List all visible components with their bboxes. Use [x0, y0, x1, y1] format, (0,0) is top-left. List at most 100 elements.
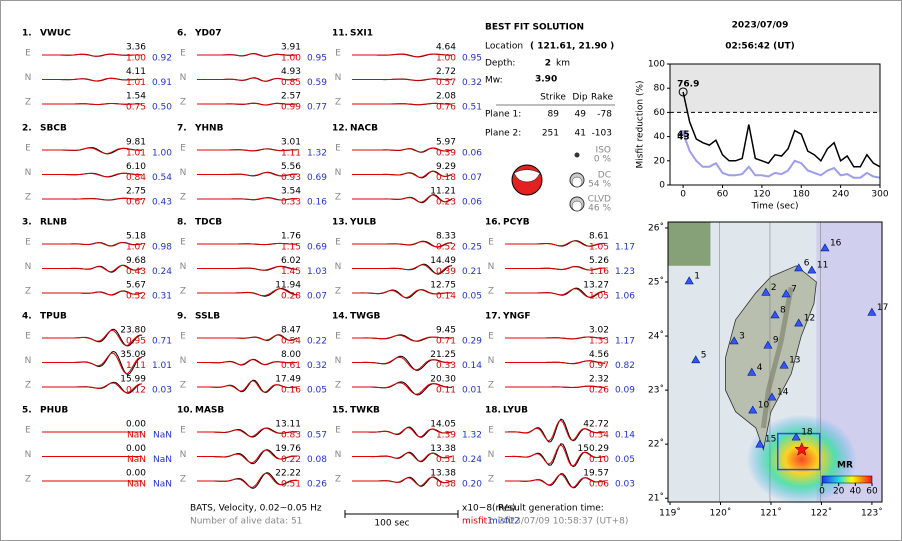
station-number: 5. — [22, 406, 32, 416]
colorbar-tick-label: 20 — [833, 487, 845, 497]
misfit1: 1.33 — [589, 337, 609, 347]
component: N — [180, 73, 187, 83]
misfit1: 0.14 — [436, 292, 456, 302]
shade — [670, 64, 880, 113]
misfit2: 0.06 — [462, 149, 482, 159]
station-label: 7 — [791, 284, 797, 294]
location-label: Location — [485, 42, 523, 52]
amplitude: 150.29 — [578, 444, 610, 454]
misfit1: 0.33 — [436, 361, 456, 371]
misfit1: 0.93 — [281, 173, 301, 183]
misfit1: 0.12 — [126, 386, 146, 396]
synthetic-trace — [42, 172, 142, 178]
component: E — [25, 332, 31, 342]
synthetic-trace — [505, 266, 605, 271]
amplitude: 14.49 — [430, 256, 456, 266]
component: Z — [335, 98, 341, 108]
station-name: YD07 — [194, 29, 222, 39]
component: N — [180, 168, 187, 178]
station-marker — [867, 307, 877, 316]
amplitude: 3.01 — [281, 138, 301, 148]
component: N — [335, 168, 342, 178]
amplitude: 35.09 — [120, 350, 146, 360]
synthetic-trace — [42, 103, 142, 105]
misfit1: 0.39 — [436, 267, 456, 277]
misfit2: 0.82 — [615, 361, 635, 371]
amplitude: 13.27 — [583, 281, 609, 291]
synthetic-trace — [42, 329, 143, 347]
source: BATS, Velocity, 0.02~0.05 Hz — [190, 504, 322, 514]
component: E — [180, 49, 186, 59]
station-number: 16. — [485, 218, 501, 228]
table-header: Dip — [572, 93, 587, 103]
station-label: 2 — [771, 283, 777, 293]
station-name: TDCB — [195, 218, 222, 228]
misfit2: 0.91 — [152, 78, 172, 88]
synthetic-trace — [352, 147, 453, 153]
strike: 251 — [542, 129, 559, 139]
synthetic-trace — [352, 382, 452, 395]
component: E — [25, 238, 31, 248]
synthetic-trace — [505, 240, 606, 247]
component: E — [335, 144, 341, 154]
amplitude: 9.45 — [436, 326, 456, 336]
misfit1: 1.11 — [126, 361, 146, 371]
station-label: 12 — [804, 314, 815, 324]
misfit2: 0.98 — [152, 243, 172, 253]
synthetic-trace — [352, 194, 453, 203]
date: 2023/07/09 — [732, 21, 789, 31]
y-tick-label: 80 — [654, 84, 666, 94]
station-label: 3 — [739, 331, 745, 341]
amplitude: 2.32 — [589, 375, 609, 385]
amplitude: 2.08 — [436, 92, 456, 102]
component: N — [25, 168, 32, 178]
misfit2: 1.01 — [152, 361, 172, 371]
station-name: YULB — [349, 218, 377, 228]
misfit2: 0.24 — [462, 455, 482, 465]
amplitude: 0.00 — [126, 420, 146, 430]
map-x-tick-label: 121˚ — [760, 508, 782, 519]
misfit2: NaN — [153, 480, 172, 490]
amplitude: 5.97 — [436, 138, 456, 148]
gen-time: 2023/07/09 10:58:37 (UT+8) — [498, 517, 628, 527]
misfit1: 0.61 — [281, 361, 301, 371]
beachball-band — [513, 169, 541, 183]
amplitude: 8.33 — [436, 232, 456, 242]
misfit1: 0.57 — [436, 78, 456, 88]
station-label: 18 — [801, 428, 813, 438]
misfit2: 0.07 — [462, 173, 482, 183]
misfit2-legend: misfit2 — [489, 517, 520, 527]
component: E — [180, 238, 186, 248]
amplitude: 22.22 — [275, 469, 301, 479]
misfit2: 0.29 — [462, 337, 482, 347]
misfit2: 0.09 — [615, 386, 635, 396]
component: E — [335, 238, 341, 248]
depth-label: Depth: — [485, 59, 515, 69]
station-label: 11 — [817, 261, 828, 271]
misfit2: 0.92 — [152, 54, 172, 64]
component: N — [180, 356, 187, 366]
component: E — [488, 332, 494, 342]
component: Z — [180, 193, 186, 203]
x-tick-label: 0 — [680, 190, 686, 200]
station-name: YHNB — [194, 124, 224, 134]
map-x-tick-label: 119˚ — [659, 508, 681, 519]
misfit1: 0.43 — [126, 267, 146, 277]
misfit1: 0.54 — [281, 337, 301, 347]
station-marker — [781, 289, 791, 298]
misfit2: 0.95 — [462, 54, 482, 64]
station-number: 18. — [485, 406, 501, 416]
misfit2: 1.03 — [307, 267, 327, 277]
synthetic-trace — [352, 356, 452, 371]
misfit2: 0.05 — [307, 386, 327, 396]
misfit1: 0.52 — [126, 292, 146, 302]
station-label: 13 — [789, 356, 800, 366]
misfit1: 0.99 — [281, 103, 301, 113]
component: N — [335, 450, 342, 460]
synthetic-trace — [352, 476, 453, 487]
misfit2: 1.06 — [615, 292, 635, 302]
station-label: 10 — [758, 401, 770, 411]
misfit2: 0.03 — [615, 480, 635, 490]
y-tick-label: 60 — [654, 108, 666, 118]
station-number: 14. — [332, 312, 348, 322]
